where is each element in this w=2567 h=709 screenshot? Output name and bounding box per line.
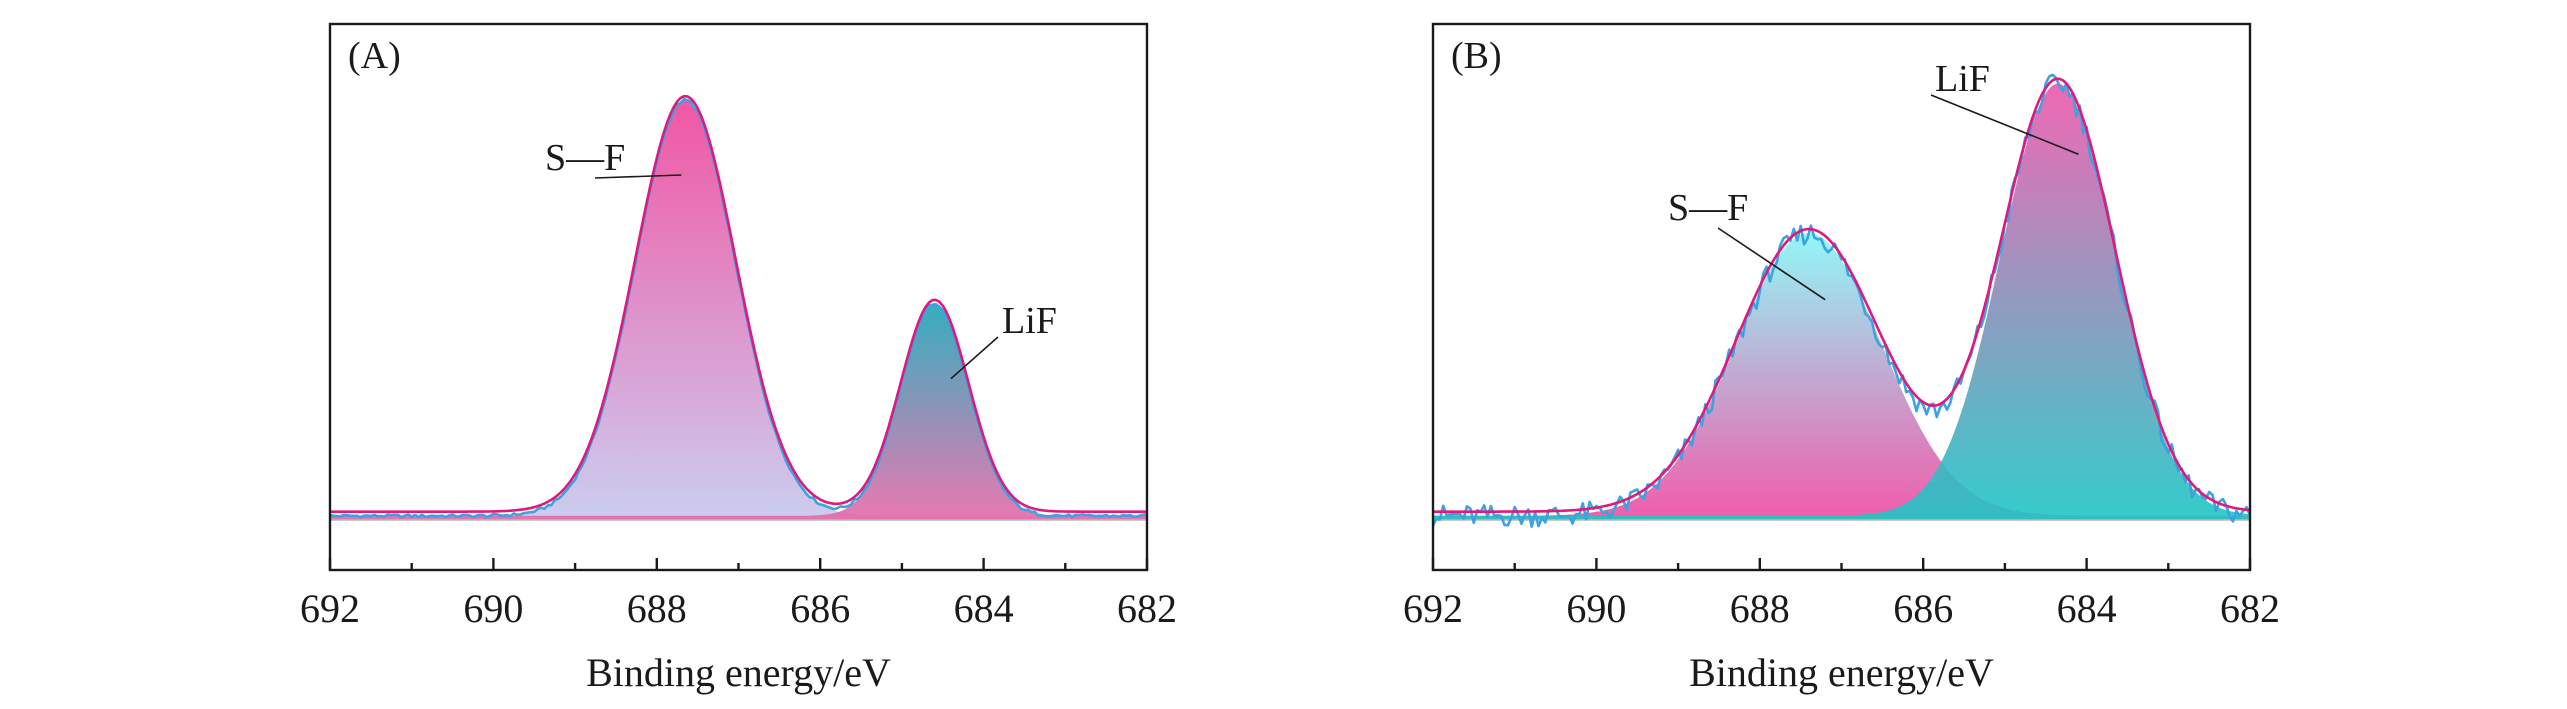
x-axis-label-b: Binding energy/eV [1689,650,1994,695]
x-tick-label: 690 [463,586,523,631]
peak-label-lif-a: LiF [1002,300,1057,342]
x-tick-label: 682 [2220,586,2280,631]
peak-label-sf-b: S—F [1668,187,1748,229]
x-tick-label: 688 [1730,586,1790,631]
panel-label-b: (B) [1451,35,1502,77]
x-tick-label: 686 [790,586,850,631]
x-tick-label: 692 [1403,586,1463,631]
lif-leader-line-a [950,336,999,380]
x-ticks-a: 692 690 688 686 684 682 [300,558,1177,631]
sf-peak-area [330,100,1147,521]
fit-envelope-line-b [1433,77,2251,514]
peak-label-lif-b: LiF [1935,58,1990,100]
panel-b: 692 690 688 686 684 682 (B) S—F LiF Binding e… [1403,22,2280,695]
lif-peak-area [330,304,1147,520]
x-tick-label: 690 [1566,586,1626,631]
sf-peak-area [1433,233,2250,520]
x-tick-label: 684 [954,586,1014,631]
raw-spectrum-line-b [1431,73,2252,529]
fit-envelope-line-a [330,94,1147,514]
peak-fills-b [1433,83,2250,520]
x-tick-label: 682 [1117,586,1177,631]
lif-peak-area [1433,83,2250,520]
x-axis-label-a: Binding energy/eV [586,650,891,695]
x-tick-label: 688 [627,586,687,631]
panel-a: 692 690 688 686 684 682 (A) S—F LiF Binding e… [300,22,1177,695]
peak-label-sf-a: S—F [545,137,625,179]
sf-leader-line-b [1717,227,1826,301]
panel-label-a: (A) [348,35,401,77]
x-tick-label: 684 [2057,586,2117,631]
peak-fills-a [330,100,1147,521]
x-ticks-b: 692 690 688 686 684 682 [1403,558,2280,631]
lif-leader-line-b [1930,94,2079,155]
x-tick-label: 686 [1893,586,1953,631]
sf-leader-line-a [594,174,682,179]
x-tick-label: 692 [300,586,360,631]
